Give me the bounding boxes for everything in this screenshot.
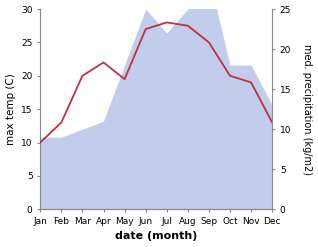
- Y-axis label: max temp (C): max temp (C): [5, 73, 16, 145]
- X-axis label: date (month): date (month): [115, 231, 197, 242]
- Y-axis label: med. precipitation (kg/m2): med. precipitation (kg/m2): [302, 44, 313, 175]
